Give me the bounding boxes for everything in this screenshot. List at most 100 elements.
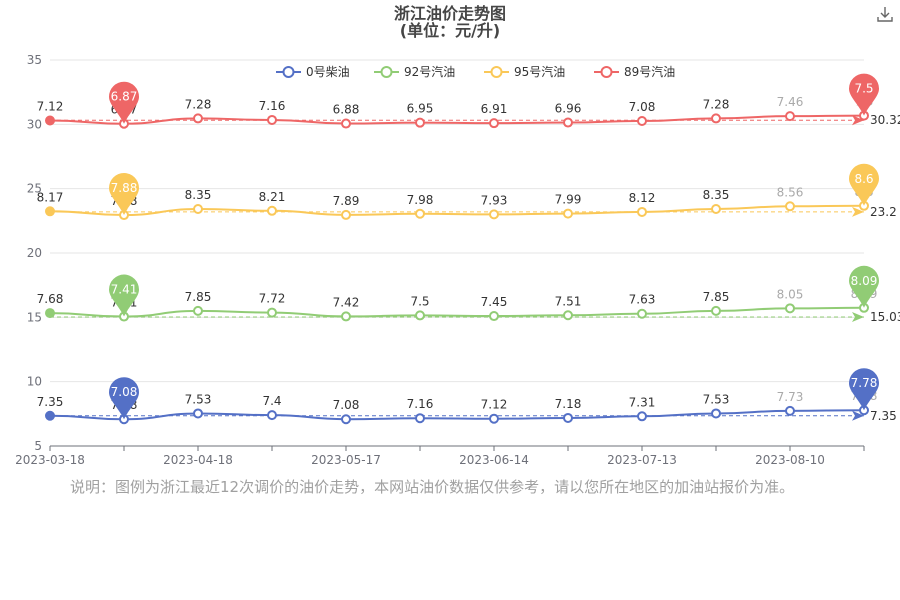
max-marker (849, 73, 879, 116)
data-label: 7.68 (37, 292, 64, 306)
legend-label: 89号汽油 (624, 64, 675, 79)
min-marker (109, 81, 139, 124)
average-arrow (852, 115, 864, 126)
min-marker (109, 274, 139, 317)
data-label: 7.72 (259, 292, 286, 306)
legend-marker (380, 66, 393, 78)
data-label: 8.56 (777, 185, 804, 199)
max-marker (849, 265, 879, 308)
average-label: 23.2 (870, 205, 897, 219)
average-label: 30.32 (870, 113, 900, 127)
data-point (637, 206, 647, 217)
average-arrow (852, 410, 864, 421)
data-label: 7.51 (555, 294, 582, 308)
data-point (637, 115, 647, 126)
chart-subtitle: (单位：元/升) (399, 21, 501, 40)
data-point (489, 413, 499, 424)
y-tick-label: 5 (34, 439, 42, 453)
data-label: 7.12 (37, 99, 64, 113)
y-tick-label: 35 (27, 53, 42, 67)
data-label: 7.99 (555, 193, 582, 207)
marker-label: 7.08 (111, 385, 138, 399)
data-point (415, 310, 425, 321)
data-label: 8.35 (703, 188, 730, 202)
data-label: 7.85 (185, 290, 212, 304)
data-label: 7.31 (629, 395, 656, 409)
data-label: 7.4 (262, 394, 281, 408)
data-label: 7.98 (407, 193, 434, 207)
data-point (489, 118, 499, 129)
data-label: 7.46 (777, 95, 804, 109)
y-tick-label: 25 (27, 182, 42, 196)
min-marker (109, 377, 139, 420)
data-label: 7.45 (481, 295, 508, 309)
data-label: 7.12 (481, 398, 508, 412)
min-marker (109, 173, 139, 216)
data-point (267, 410, 277, 421)
y-tick-label: 30 (27, 117, 42, 131)
data-point (45, 410, 55, 421)
y-tick-label: 15 (27, 310, 42, 324)
average-label: 7.35 (870, 409, 897, 423)
y-tick-label: 10 (27, 375, 42, 389)
legend-marker (600, 66, 613, 78)
data-point (193, 203, 203, 214)
data-label: 7.28 (703, 97, 730, 111)
data-point (563, 117, 573, 128)
data-label: 7.93 (481, 193, 508, 207)
data-point (785, 405, 795, 416)
average-label: 15.03 (870, 310, 900, 324)
marker-label: 8.6 (854, 172, 873, 186)
data-label: 7.28 (185, 97, 212, 111)
data-point (489, 209, 499, 220)
data-label: 7.08 (333, 398, 360, 412)
data-point (341, 414, 351, 425)
x-tick-label: 2023-06-14 (459, 453, 529, 467)
data-label: 8.17 (37, 190, 64, 204)
data-point (637, 411, 647, 422)
data-point (45, 206, 55, 217)
data-point (785, 303, 795, 314)
chart-title: 浙江油价走势图 (393, 4, 506, 23)
data-point (267, 114, 277, 125)
data-label: 7.42 (333, 295, 360, 309)
series-line (49, 114, 865, 125)
data-label: 7.89 (333, 194, 360, 208)
max-marker (849, 368, 879, 411)
data-point (193, 113, 203, 124)
data-point (193, 305, 203, 316)
data-label: 7.35 (37, 395, 64, 409)
data-point (711, 408, 721, 419)
legend-marker (282, 66, 295, 78)
average-arrow (852, 206, 864, 217)
x-tick-label: 2023-08-10 (755, 453, 825, 467)
data-label: 7.53 (703, 392, 730, 406)
data-label: 6.96 (555, 102, 582, 116)
max-marker (849, 163, 879, 206)
legend-label: 95号汽油 (514, 64, 565, 79)
data-point (415, 117, 425, 128)
chart-note: 说明：图例为浙江最近12次调价的油价走势，本网站油价数据仅供参考，请以您所在地区… (70, 478, 795, 496)
data-label: 7.16 (259, 99, 286, 113)
data-point (711, 203, 721, 214)
data-point (637, 308, 647, 319)
marker-label: 7.41 (111, 283, 138, 297)
y-tick-label: 20 (27, 246, 42, 260)
data-label: 7.16 (407, 397, 434, 411)
data-label: 8.05 (777, 287, 804, 301)
data-label: 7.18 (555, 397, 582, 411)
series-line (49, 204, 865, 217)
legend-label: 92号汽油 (404, 64, 455, 79)
legend-marker (490, 66, 503, 78)
download-icon[interactable] (876, 5, 894, 23)
data-label: 7.63 (629, 293, 656, 307)
data-label: 7.85 (703, 290, 730, 304)
data-point (45, 308, 55, 319)
data-point (785, 111, 795, 122)
data-label: 7.5 (410, 294, 429, 308)
data-point (563, 310, 573, 321)
data-label: 7.08 (629, 100, 656, 114)
marker-label: 7.88 (111, 181, 138, 195)
data-label: 6.95 (407, 102, 434, 116)
